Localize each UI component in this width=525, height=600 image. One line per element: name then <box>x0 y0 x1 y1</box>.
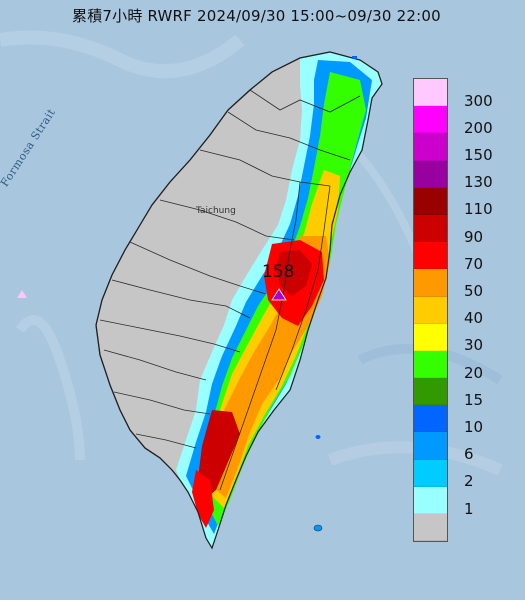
legend-label: 130 <box>464 173 493 192</box>
legend-label: 200 <box>464 118 493 137</box>
legend-swatch <box>414 432 447 460</box>
legend-swatch <box>414 378 447 406</box>
legend-swatch <box>414 79 447 107</box>
legend-swatch <box>414 214 447 243</box>
legend-label: 90 <box>464 227 484 246</box>
legend-label: 40 <box>464 309 484 328</box>
max-rain-value: 158 <box>262 262 295 282</box>
legend-label: 150 <box>464 146 493 164</box>
legend-label: 10 <box>464 418 484 436</box>
legend-swatch <box>414 187 447 215</box>
legend-label: 300 <box>464 91 493 110</box>
legend-label: 110 <box>464 200 493 219</box>
rain-band-south-orange <box>192 470 214 528</box>
legend-swatch <box>414 269 447 297</box>
legend-label: 70 <box>464 254 484 273</box>
legend-label: 30 <box>464 336 484 355</box>
keelung-islet <box>352 56 357 59</box>
legend-label: 6 <box>464 445 474 464</box>
legend-label: 15 <box>464 390 484 409</box>
county-boundaries <box>99 89 361 491</box>
legend-swatch <box>414 133 447 161</box>
map-title: 累積7小時 RWRF 2024/09/30 15:00~09/30 22:00 <box>72 7 441 25</box>
rain-band-south-red <box>198 410 240 500</box>
city-label-taichung: Taichung <box>196 206 236 216</box>
legend-swatch <box>414 242 447 270</box>
max-rain-marker-icon <box>271 288 287 301</box>
legend-swatch <box>414 405 447 433</box>
legend-swatch <box>414 514 447 542</box>
legend-swatch <box>414 486 447 514</box>
legend <box>413 78 448 543</box>
legend-swatch <box>414 106 447 134</box>
legend-swatch <box>414 350 447 379</box>
lanyu-island <box>315 435 321 439</box>
legend-swatch <box>414 323 447 351</box>
legend-swatch <box>414 160 447 188</box>
green-island <box>313 524 323 532</box>
legend-label: 2 <box>464 472 474 491</box>
legend-swatch <box>414 296 447 324</box>
legend-label: 1 <box>464 499 474 518</box>
legend-label: 50 <box>464 282 484 300</box>
legend-label: 20 <box>464 363 484 382</box>
coastline <box>95 51 383 550</box>
legend-swatch <box>414 459 447 487</box>
penghu-marker-icon <box>17 290 27 298</box>
